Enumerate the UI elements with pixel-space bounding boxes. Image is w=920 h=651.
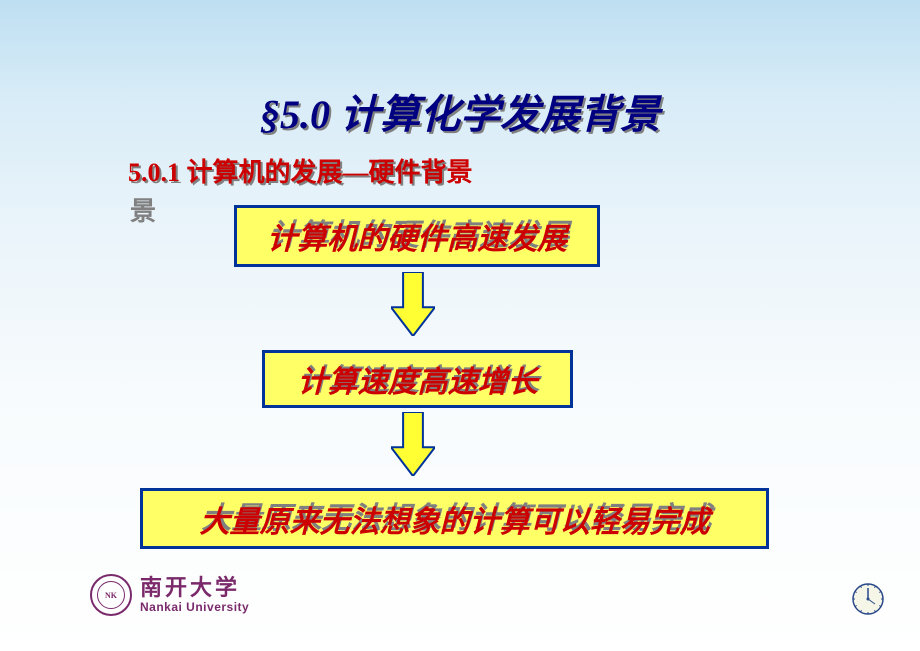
flow-box-text: 计算速度高速增长: [265, 357, 570, 401]
down-arrow-icon: [391, 272, 435, 336]
slide-title: §5.0 计算化学发展背景 §5.0 计算化学发展背景: [0, 82, 920, 140]
university-name-en: Nankai University: [140, 601, 249, 614]
university-name-cn: 南开大学: [140, 576, 249, 600]
flow-box-text: 大量原来无法想象的计算可以轻易完成: [143, 497, 766, 541]
flow-box-1: 计算速度高速增长计算速度高速增长: [262, 350, 573, 408]
title-text: §5.0 计算化学发展背景: [260, 92, 660, 137]
university-name: 南开大学 Nankai University: [140, 576, 249, 613]
subtitle-text: 5.0.1 计算机的发展—硬件背景: [128, 158, 473, 187]
flow-box-text: 计算机的硬件高速发展: [237, 214, 597, 258]
flow-box-0: 计算机的硬件高速发展计算机的硬件高速发展: [234, 205, 600, 267]
university-seal-icon: NK: [90, 574, 132, 616]
slide: §5.0 计算化学发展背景 §5.0 计算化学发展背景 5.0.1 计算机的发展…: [0, 0, 920, 651]
flow-box-2: 大量原来无法想象的计算可以轻易完成大量原来无法想象的计算可以轻易完成: [140, 488, 769, 549]
slide-subtitle: 5.0.1 计算机的发展—硬件背景 5.0.1 计算机的发展—硬件背景: [128, 152, 473, 189]
down-arrow-icon: [391, 412, 435, 476]
footer-logo: NK 南开大学 Nankai University: [90, 574, 249, 616]
clock-icon: [851, 582, 885, 616]
